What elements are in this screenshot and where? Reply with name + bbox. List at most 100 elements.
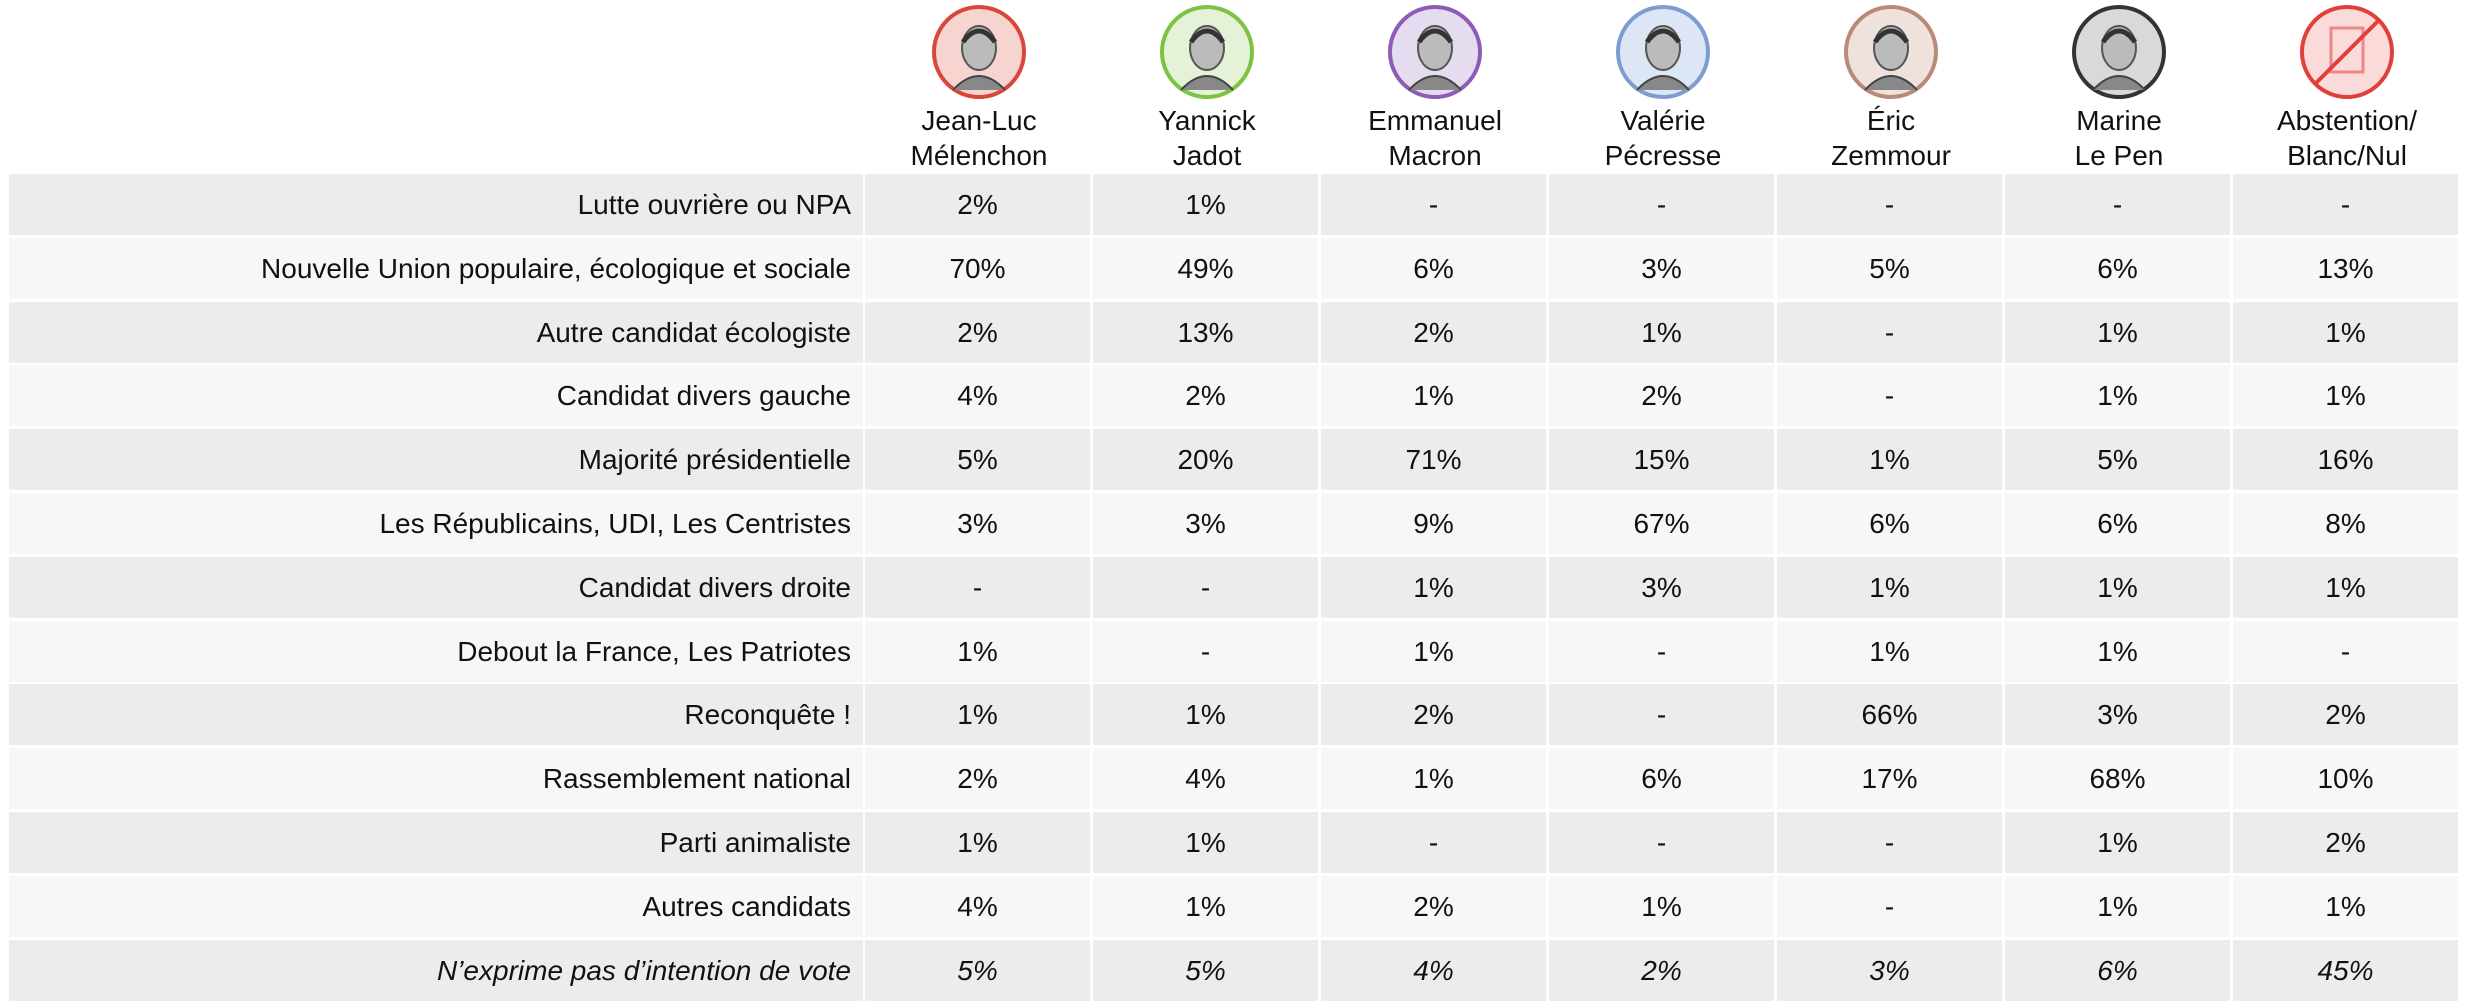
table-cell: 2% — [2233, 812, 2458, 873]
table-cell: 10% — [2233, 748, 2458, 809]
candidate-name: Blanc/Nul — [2233, 139, 2461, 173]
candidate-name: Zemmour — [1777, 139, 2005, 173]
avatar — [1613, 2, 1713, 102]
row-label: Debout la France, Les Patriotes — [9, 621, 863, 682]
table-cell: 20% — [1093, 429, 1318, 490]
table-cell: - — [2233, 174, 2458, 235]
table-cell: 1% — [1321, 557, 1546, 618]
avatar — [1385, 2, 1485, 102]
table-cell: 1% — [1321, 621, 1546, 682]
table-cell: 3% — [1549, 557, 1774, 618]
table-cell: 9% — [1321, 493, 1546, 554]
table-cell: 2% — [2233, 684, 2458, 745]
table-cell: 1% — [2233, 302, 2458, 363]
table-cell: 1% — [2233, 557, 2458, 618]
table-cell: 1% — [1549, 876, 1774, 937]
table-cell: 6% — [1549, 748, 1774, 809]
table-cell: 3% — [2005, 684, 2230, 745]
table-cell: - — [1777, 812, 2002, 873]
table-cell: 1% — [865, 684, 1090, 745]
table-cell: 2% — [1321, 684, 1546, 745]
table-cell: 3% — [1093, 493, 1318, 554]
table-cell: 4% — [1321, 940, 1546, 1001]
avatar — [1157, 2, 1257, 102]
table-cell: 1% — [2005, 365, 2230, 426]
table-cell: 1% — [2233, 365, 2458, 426]
table-cell: 2% — [1549, 365, 1774, 426]
row-label: Autres candidats — [9, 876, 863, 937]
table-cell: 1% — [865, 621, 1090, 682]
table-cell: - — [1777, 302, 2002, 363]
table-cell: 2% — [1549, 940, 1774, 1001]
table-cell: 67% — [1549, 493, 1774, 554]
table-cell: 1% — [1093, 876, 1318, 937]
row-label: Les Républicains, UDI, Les Centristes — [9, 493, 863, 554]
avatar — [1841, 2, 1941, 102]
candidate-name: Yannick — [1093, 104, 1321, 138]
table-cell: 2% — [1093, 365, 1318, 426]
table-cell: - — [1321, 174, 1546, 235]
row-label: Lutte ouvrière ou NPA — [9, 174, 863, 235]
table-cell: 66% — [1777, 684, 2002, 745]
table-cell: 6% — [2005, 940, 2230, 1001]
table-cell: 49% — [1093, 238, 1318, 299]
table-cell: 6% — [1777, 493, 2002, 554]
table-cell: - — [1093, 557, 1318, 618]
table-cell: 2% — [865, 302, 1090, 363]
table-cell: 8% — [2233, 493, 2458, 554]
table-cell: 2% — [1321, 302, 1546, 363]
table-cell: 1% — [865, 812, 1090, 873]
avatar — [929, 2, 1029, 102]
table-cell: - — [1549, 684, 1774, 745]
table-cell: 15% — [1549, 429, 1774, 490]
table-cell: 1% — [1777, 621, 2002, 682]
table-cell: 5% — [1777, 238, 2002, 299]
row-label: Rassemblement national — [9, 748, 863, 809]
table-cell: - — [1321, 812, 1546, 873]
candidate-name: Jadot — [1093, 139, 1321, 173]
table-cell: 68% — [2005, 748, 2230, 809]
avatar — [2297, 2, 2397, 102]
candidate-name: Mélenchon — [865, 139, 1093, 173]
table-cell: 1% — [1549, 302, 1774, 363]
table-cell: 1% — [1777, 557, 2002, 618]
table-cell: 6% — [2005, 493, 2230, 554]
table-cell: 1% — [2005, 302, 2230, 363]
table-cell: - — [1777, 876, 2002, 937]
row-label: N’exprime pas d’intention de vote — [9, 940, 863, 1001]
table-cell: - — [1549, 174, 1774, 235]
table-cell: 5% — [865, 429, 1090, 490]
table-cell: - — [1777, 365, 2002, 426]
table-cell: - — [1777, 174, 2002, 235]
row-label: Nouvelle Union populaire, écologique et … — [9, 238, 863, 299]
row-label: Candidat divers droite — [9, 557, 863, 618]
table-cell: 13% — [2233, 238, 2458, 299]
page: Jean-LucMélenchon YannickJadot EmmanuelM… — [0, 0, 2465, 1004]
candidate-name: Emmanuel — [1321, 104, 1549, 138]
table-cell: 2% — [1321, 876, 1546, 937]
table-cell: 3% — [1777, 940, 2002, 1001]
table-cell: 5% — [2005, 429, 2230, 490]
table-cell: 1% — [1093, 812, 1318, 873]
table-cell: 1% — [2005, 876, 2230, 937]
table-row: Nouvelle Union populaire, écologique et … — [0, 238, 2465, 299]
table-cell: 3% — [1549, 238, 1774, 299]
candidate-name: Marine — [2005, 104, 2233, 138]
candidate-name: Jean-Luc — [865, 104, 1093, 138]
table-cell: 17% — [1777, 748, 2002, 809]
candidate-name: Pécresse — [1549, 139, 1777, 173]
table-cell: 1% — [2233, 876, 2458, 937]
